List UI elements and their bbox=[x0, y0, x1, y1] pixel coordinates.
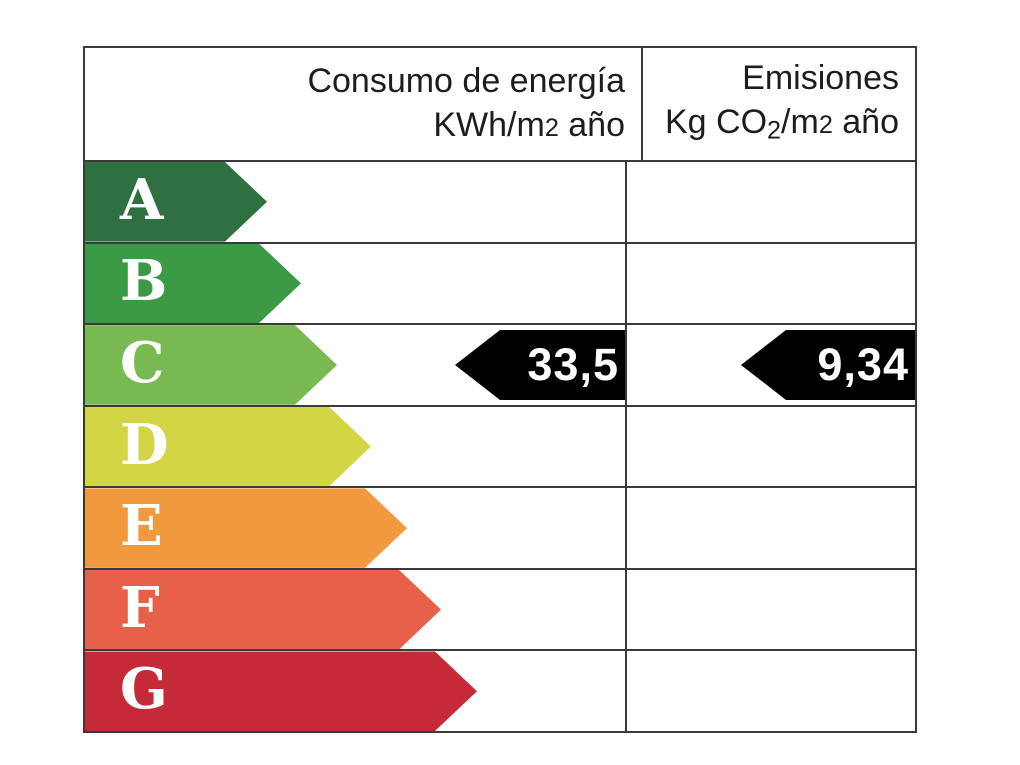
emissions-cell-c: 9,34 bbox=[625, 325, 915, 405]
rating-row-g: G bbox=[85, 649, 915, 732]
rating-letter-g: G bbox=[120, 656, 168, 723]
emissions-cell-b bbox=[625, 243, 915, 324]
header-row: Consumo de energía KWh/m2 año Emisiones … bbox=[85, 48, 915, 160]
rating-arrow-a: A bbox=[85, 162, 267, 242]
energy-header-title: Consumo de energía bbox=[307, 61, 625, 100]
rating-arrow-b: B bbox=[85, 244, 301, 324]
emissions-cell-e bbox=[625, 488, 915, 568]
energy-cell-d: D bbox=[85, 407, 625, 487]
rating-arrow-f: F bbox=[85, 570, 441, 650]
energy-column-header: Consumo de energía KWh/m2 año bbox=[85, 48, 641, 160]
rating-letter-e: E bbox=[120, 493, 163, 560]
energy-cell-b: B bbox=[85, 244, 625, 324]
emissions-column-header: Emisiones Kg CO2/m2 año bbox=[641, 48, 915, 160]
rating-letter-f: F bbox=[120, 574, 160, 641]
rating-row-b: B bbox=[85, 241, 915, 324]
energy-cell-g: G bbox=[85, 651, 625, 731]
emissions-value-marker: 9,34 bbox=[741, 329, 915, 400]
emissions-cell-g bbox=[625, 651, 915, 732]
rating-row-d: D bbox=[85, 404, 915, 487]
rating-letter-d: D bbox=[120, 411, 169, 478]
emissions-cell-f bbox=[625, 569, 915, 650]
rating-table: Consumo de energía KWh/m2 año Emisiones … bbox=[83, 46, 917, 733]
energy-cell-f: F bbox=[85, 570, 625, 650]
emissions-header-title: Emisiones bbox=[742, 58, 899, 97]
rating-arrow-d: D bbox=[85, 407, 371, 487]
rating-row-a: A bbox=[85, 160, 915, 242]
rating-arrow-e: E bbox=[85, 488, 407, 568]
rating-letter-b: B bbox=[120, 248, 168, 315]
rating-row-f: F bbox=[85, 567, 915, 650]
energy-cell-c: C 33,5 bbox=[85, 325, 625, 405]
rating-letter-a: A bbox=[120, 166, 164, 233]
rating-row-c: C 33,5 9,34 bbox=[85, 323, 915, 405]
rating-arrow-g: G bbox=[85, 651, 477, 731]
consumption-value-marker: 33,5 bbox=[455, 329, 625, 400]
emissions-cell-a bbox=[625, 162, 915, 242]
energy-cell-e: E bbox=[85, 488, 625, 568]
emissions-cell-d bbox=[625, 406, 915, 487]
rating-arrow-c: C bbox=[85, 325, 337, 405]
energy-header-unit: KWh/m2 año bbox=[433, 105, 625, 144]
rating-letter-c: C bbox=[120, 329, 165, 396]
emissions-header-unit: Kg CO2/m2 año bbox=[664, 102, 899, 145]
rating-row-e: E bbox=[85, 486, 915, 568]
energy-cell-a: A bbox=[85, 162, 625, 242]
